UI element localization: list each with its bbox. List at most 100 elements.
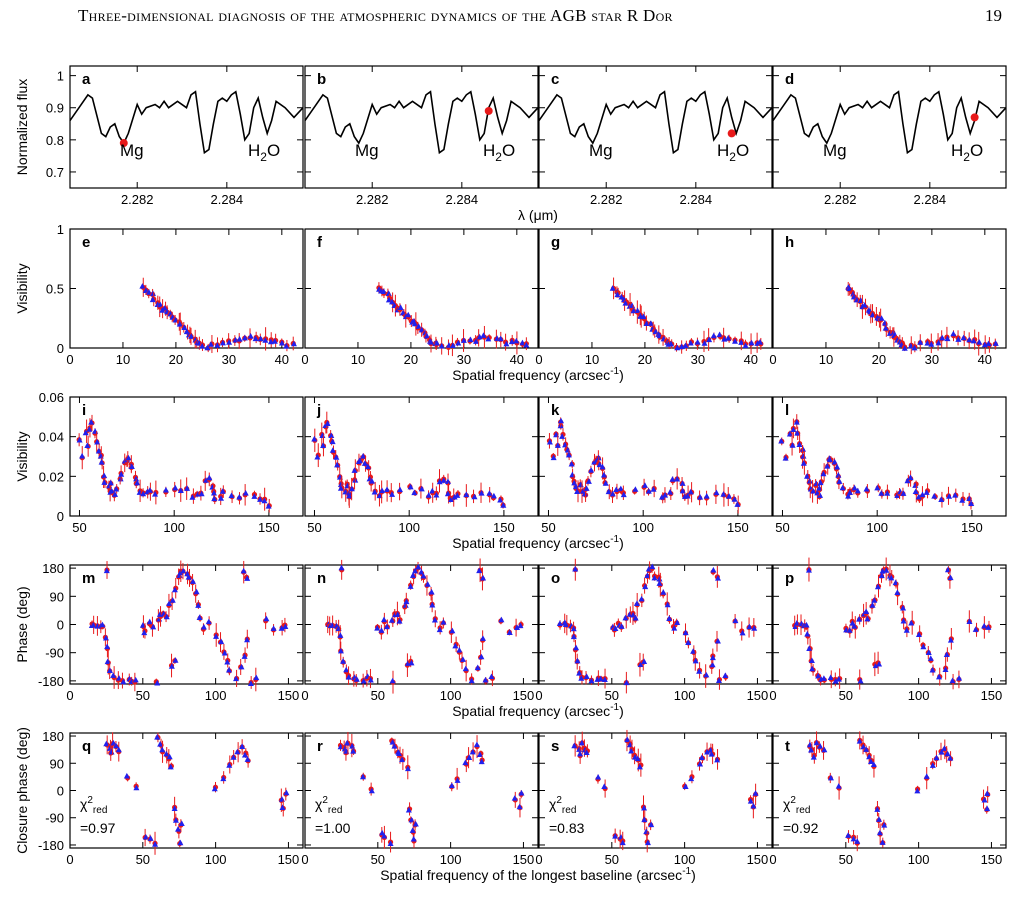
model-point — [824, 463, 831, 469]
model-point — [218, 638, 225, 645]
model-point — [397, 486, 404, 493]
model-point — [869, 602, 876, 608]
x-tick-label: 0 — [301, 352, 308, 367]
model-point — [364, 463, 371, 470]
model-point — [169, 597, 176, 603]
model-point — [570, 625, 577, 632]
model-point — [659, 494, 666, 500]
model-point — [79, 452, 86, 459]
line-label-h2o: H2O — [248, 141, 280, 164]
model-point — [219, 339, 226, 346]
model-point — [176, 321, 183, 327]
model-point — [257, 496, 264, 502]
model-point — [882, 325, 889, 331]
model-point — [408, 659, 415, 666]
model-point — [692, 657, 699, 664]
x-tick-label: 50 — [775, 520, 789, 535]
line-label-mg: Mg — [120, 141, 144, 160]
chi2-value: =0.92 — [783, 820, 819, 836]
panel-frame — [304, 564, 539, 685]
panel-letter: c — [551, 71, 559, 88]
x-tick-label: 150 — [981, 688, 1003, 703]
x-tick-label: 0 — [535, 688, 542, 703]
model-point — [359, 773, 366, 780]
panel-letter: i — [82, 402, 86, 419]
model-point — [649, 563, 656, 570]
model-point — [929, 762, 936, 768]
model-point — [915, 493, 922, 500]
model-point — [637, 661, 644, 668]
model-point — [826, 456, 833, 463]
model-point — [399, 756, 406, 763]
model-point — [815, 672, 822, 679]
marked-wavelength-point — [970, 113, 979, 122]
model-point — [688, 775, 695, 782]
model-point — [94, 438, 101, 445]
model-point — [835, 783, 842, 789]
model-point — [703, 493, 710, 499]
model-point — [211, 785, 218, 792]
model-point — [900, 490, 907, 496]
model-point — [894, 589, 901, 596]
model-point — [871, 597, 878, 603]
model-point — [376, 492, 383, 499]
model-point — [244, 636, 251, 643]
model-point — [244, 756, 251, 762]
x-tick-label: 150 — [513, 852, 535, 867]
x-tick-label: 0 — [66, 688, 73, 703]
model-point — [343, 666, 350, 673]
chart-row-closure-phase: 0 50 100 150 q χ2red =0.97 0 50 100 150 r χ2red =1.00… — [14, 727, 1007, 883]
model-point — [808, 746, 815, 753]
model-point — [411, 489, 418, 496]
x-tick-label: 50 — [307, 520, 321, 535]
model-point — [917, 339, 924, 345]
x-tick-label: 150 — [278, 852, 300, 867]
model-point — [856, 738, 863, 744]
model-point — [572, 565, 579, 572]
model-point — [462, 759, 469, 766]
model-point — [682, 629, 689, 636]
x-tick-label: 10 — [819, 352, 833, 367]
model-point — [789, 442, 796, 448]
model-point — [935, 339, 942, 346]
model-point — [878, 490, 885, 496]
model-point — [628, 747, 635, 754]
model-point — [497, 335, 504, 342]
model-point — [221, 649, 228, 656]
model-point — [454, 492, 461, 498]
model-point — [409, 572, 416, 578]
y-tick-label: 0 — [57, 509, 64, 524]
model-point — [846, 285, 853, 292]
model-point — [225, 666, 232, 673]
model-point — [157, 301, 164, 308]
model-point — [794, 430, 801, 436]
model-point — [866, 753, 873, 760]
model-point — [228, 492, 235, 499]
panel-letter: s — [551, 738, 559, 755]
model-point — [337, 485, 344, 491]
model-point — [163, 750, 170, 757]
model-point — [656, 580, 663, 586]
y-tick-label: 180 — [42, 729, 64, 744]
model-point — [650, 486, 657, 492]
model-point — [351, 467, 358, 473]
model-point — [242, 489, 249, 496]
model-point — [642, 583, 649, 590]
model-point — [914, 787, 921, 794]
model-point — [226, 762, 233, 768]
model-point — [95, 447, 102, 454]
model-point — [113, 485, 120, 492]
x-axis-label: Spatial frequency of the longest baselin… — [380, 866, 696, 883]
model-point — [955, 336, 962, 342]
model-point — [104, 643, 111, 650]
model-point — [778, 437, 785, 444]
model-point — [640, 313, 647, 320]
x-tick-label: 100 — [908, 688, 930, 703]
model-point — [710, 566, 717, 573]
model-point — [403, 598, 410, 605]
model-point — [337, 632, 344, 638]
model-point — [588, 677, 595, 684]
model-point — [879, 839, 886, 845]
model-point — [523, 341, 530, 348]
x-tick-label: 100 — [205, 852, 227, 867]
